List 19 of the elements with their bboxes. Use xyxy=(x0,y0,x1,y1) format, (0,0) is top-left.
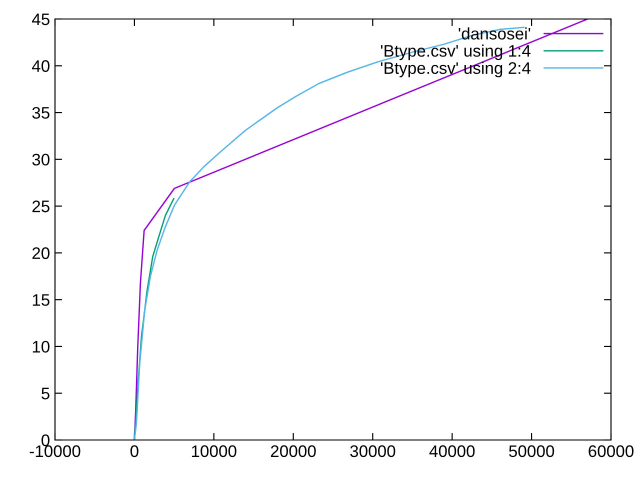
y-tick-label: 0 xyxy=(42,434,50,446)
y-tick-label: 5 xyxy=(42,388,50,400)
y-tick-label: 35 xyxy=(32,106,50,119)
x-tick-label: -10000 xyxy=(30,445,80,458)
y-tick-label: 30 xyxy=(32,154,50,166)
legend-label: 'Btype.csv' using 2:4 xyxy=(380,62,531,78)
y-tick-label: 15 xyxy=(32,294,50,306)
x-tick-label: 0 xyxy=(130,445,138,458)
x-tick-label: 10000 xyxy=(192,445,236,458)
y-tick-label: 20 xyxy=(32,247,50,260)
x-tick-label: 50000 xyxy=(509,445,554,458)
x-tick-label: 20000 xyxy=(270,445,316,458)
y-tick-label: 40 xyxy=(32,60,50,72)
y-tick-label: 25 xyxy=(32,200,50,212)
x-tick-label: 60000 xyxy=(588,445,634,458)
x-tick-label: 40000 xyxy=(429,445,475,458)
y-tick-label: 10 xyxy=(32,340,50,353)
x-tick-label: 30000 xyxy=(350,445,396,458)
y-tick-label: 45 xyxy=(32,14,50,26)
